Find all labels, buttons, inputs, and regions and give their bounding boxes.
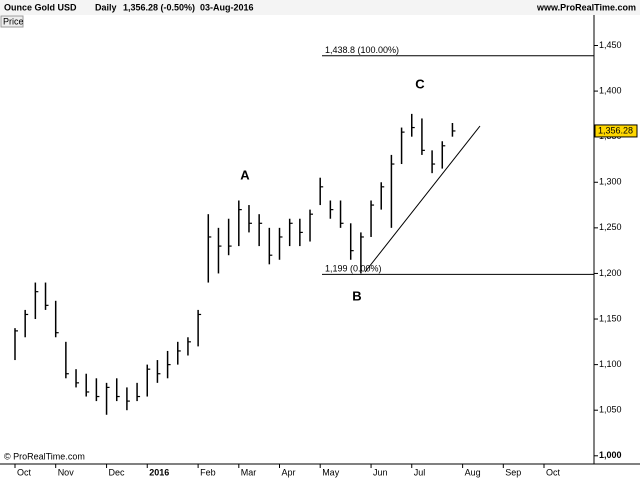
x-tick-label: 2016 xyxy=(149,467,169,477)
source: www.ProRealTime.com xyxy=(536,2,636,12)
x-tick-label: May xyxy=(322,467,340,477)
x-tick-label: Oct xyxy=(17,467,32,477)
last-change: 1,356.28 (-0.50%) xyxy=(123,2,195,12)
x-tick-label: Aug xyxy=(465,467,481,477)
copyright: © ProRealTime.com xyxy=(4,451,85,461)
x-tick-label: Mar xyxy=(241,467,257,477)
chart-title: Ounce Gold USD xyxy=(4,2,77,12)
x-tick-label: Oct xyxy=(546,467,561,477)
x-tick-label: Jun xyxy=(373,467,388,477)
level-label: 1,199 (0.00%) xyxy=(325,264,382,274)
y-tick-label: 1,250 xyxy=(599,222,622,232)
annotation: B xyxy=(352,288,361,303)
y-tick-label: 1,200 xyxy=(599,268,622,278)
y-tick-label: 1,100 xyxy=(599,359,622,369)
last-price-box xyxy=(594,124,638,138)
annotation: C xyxy=(415,76,425,91)
y-tick-label: 1,400 xyxy=(599,85,622,95)
date: 03-Aug-2016 xyxy=(200,2,254,12)
panel-label-box xyxy=(0,15,24,28)
x-tick-label: Feb xyxy=(200,467,216,477)
x-tick-label: Nov xyxy=(58,467,75,477)
x-tick-label: Apr xyxy=(282,467,296,477)
y-tick-label: 1,050 xyxy=(599,405,622,415)
y-tick-label: 1,000 xyxy=(599,450,622,460)
x-tick-label: Sep xyxy=(505,467,521,477)
x-tick-label: Dec xyxy=(109,467,126,477)
annotation: A xyxy=(240,167,250,182)
level-label: 1,438.8 (100.00%) xyxy=(325,45,399,55)
last-price-label: 1,356.28 xyxy=(598,125,633,135)
period: Daily xyxy=(95,2,117,12)
trend-line xyxy=(364,125,481,273)
y-tick-label: 1,300 xyxy=(599,177,622,187)
x-tick-label: Jul xyxy=(414,467,426,477)
header-bar xyxy=(0,0,640,15)
y-tick-label: 1,150 xyxy=(599,313,622,323)
y-tick-label: 1,450 xyxy=(599,40,622,50)
panel-label: Price xyxy=(3,16,24,26)
